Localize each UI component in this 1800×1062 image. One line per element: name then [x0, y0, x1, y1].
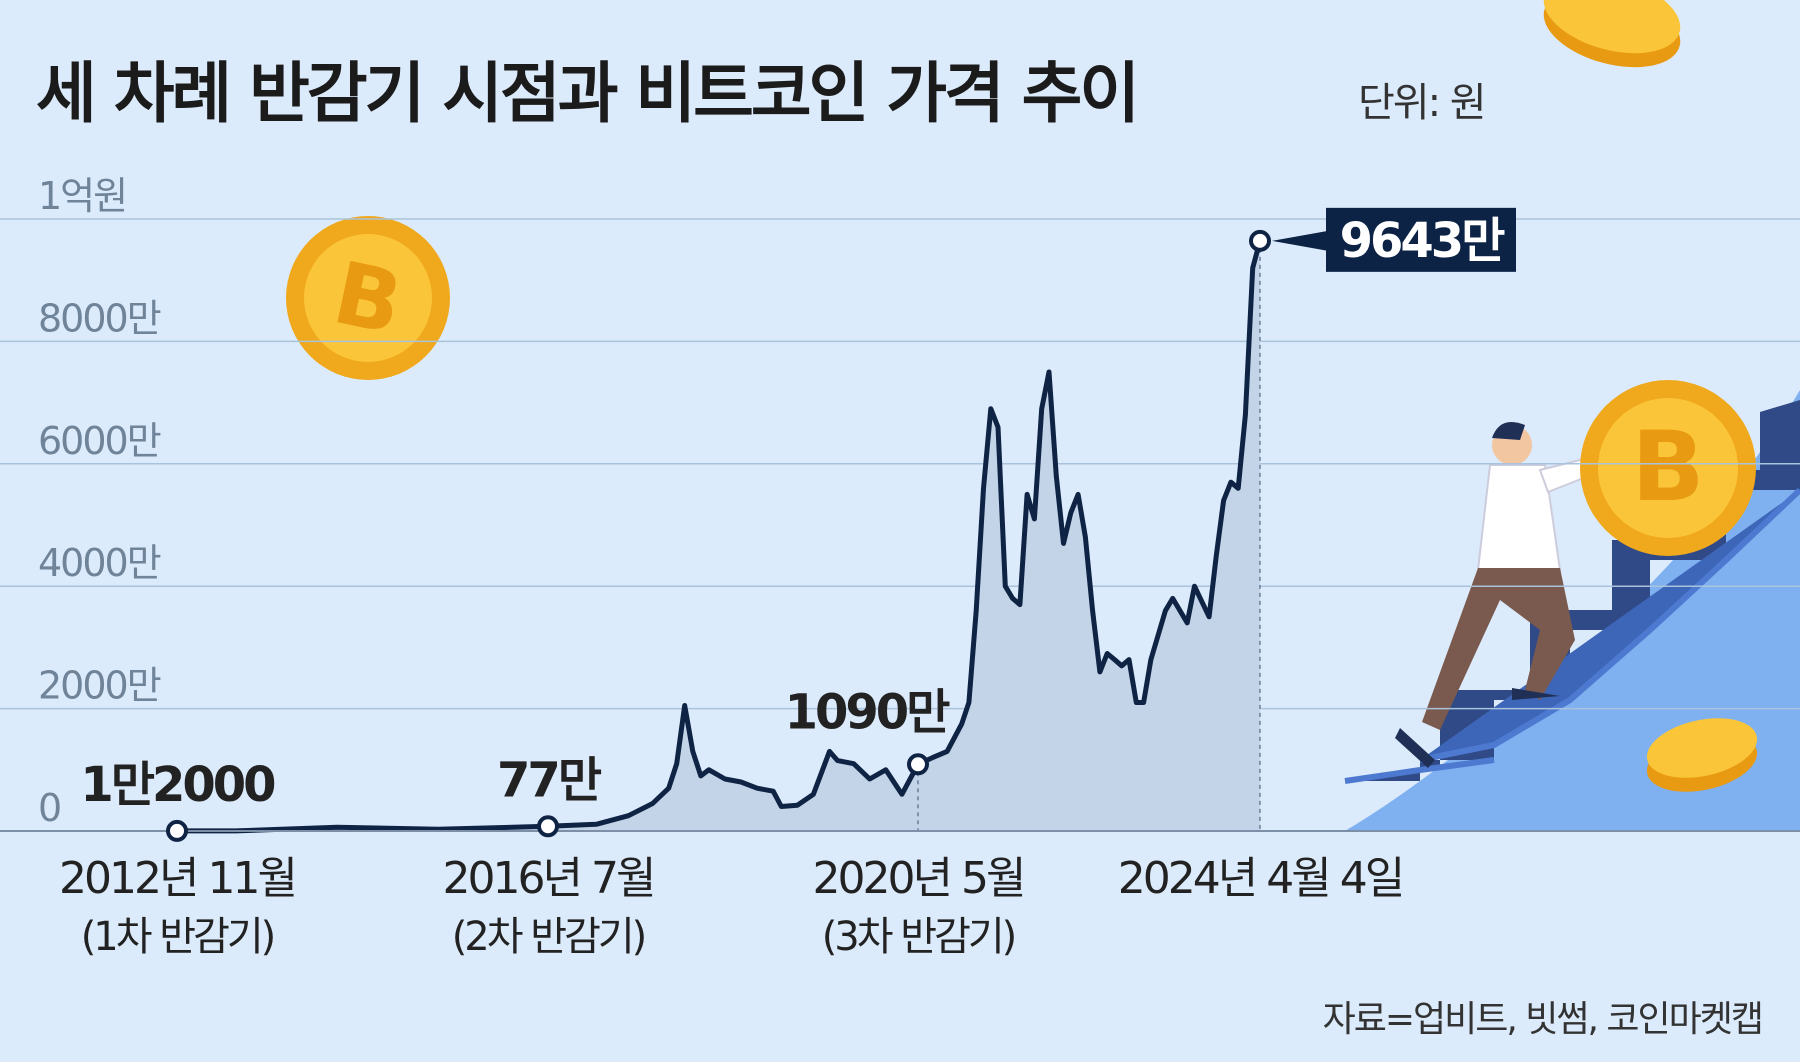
annotation-label: 77만 [497, 752, 602, 808]
bitcoin-coin-large-icon: B [1580, 380, 1756, 556]
price-area [177, 240, 1260, 832]
x-tick-label: 2020년 5월 [813, 853, 1024, 904]
climbing-person [1395, 421, 1606, 768]
y-tick-label: 4000만 [38, 541, 161, 585]
svg-text:B: B [1631, 411, 1704, 523]
annotation-label: 9643만 [1340, 213, 1506, 269]
data-point-marker [537, 815, 559, 838]
annotation-label: 1090만 [785, 684, 951, 740]
data-point-marker [1249, 229, 1271, 252]
x-tick-sublabel: (1차 반감기) [81, 914, 274, 960]
coin-bottom-icon [1646, 718, 1758, 792]
y-tick-label: 2000만 [38, 664, 161, 708]
data-point-marker [166, 819, 188, 842]
unit-label: 단위: 원 [1358, 80, 1487, 126]
x-tick-sublabel: (2차 반감기) [452, 914, 645, 960]
price-line [177, 240, 1263, 834]
bitcoin-coin-left-icon: B [286, 216, 450, 380]
source-note: 자료=업비트, 빗썸, 코인마켓캡 [1322, 999, 1764, 1040]
y-tick-label: 1억원 [38, 174, 126, 218]
illustration: B B [286, 0, 1800, 831]
x-tick-label: 2024년 4월 4일 [1118, 853, 1402, 904]
data-point-marker [907, 753, 929, 776]
stairs-steps [1345, 400, 1800, 831]
callout-pointer [1272, 230, 1328, 251]
annotation-label: 1만2000 [80, 757, 275, 813]
x-tick-label: 2012년 11월 [59, 853, 295, 904]
y-tick-label: 6000만 [38, 419, 161, 463]
y-tick-label: 0 [38, 786, 60, 830]
x-tick-sublabel: (3차 반감기) [822, 914, 1015, 960]
stairs [1345, 390, 1800, 831]
chart-title: 세 차례 반감기 시점과 비트코인 가격 추이 [36, 55, 1140, 132]
y-tick-label: 8000만 [38, 296, 161, 340]
callout-box [1326, 207, 1516, 272]
x-tick-label: 2016년 7월 [443, 853, 654, 904]
coin-top-icon [1543, 0, 1681, 68]
